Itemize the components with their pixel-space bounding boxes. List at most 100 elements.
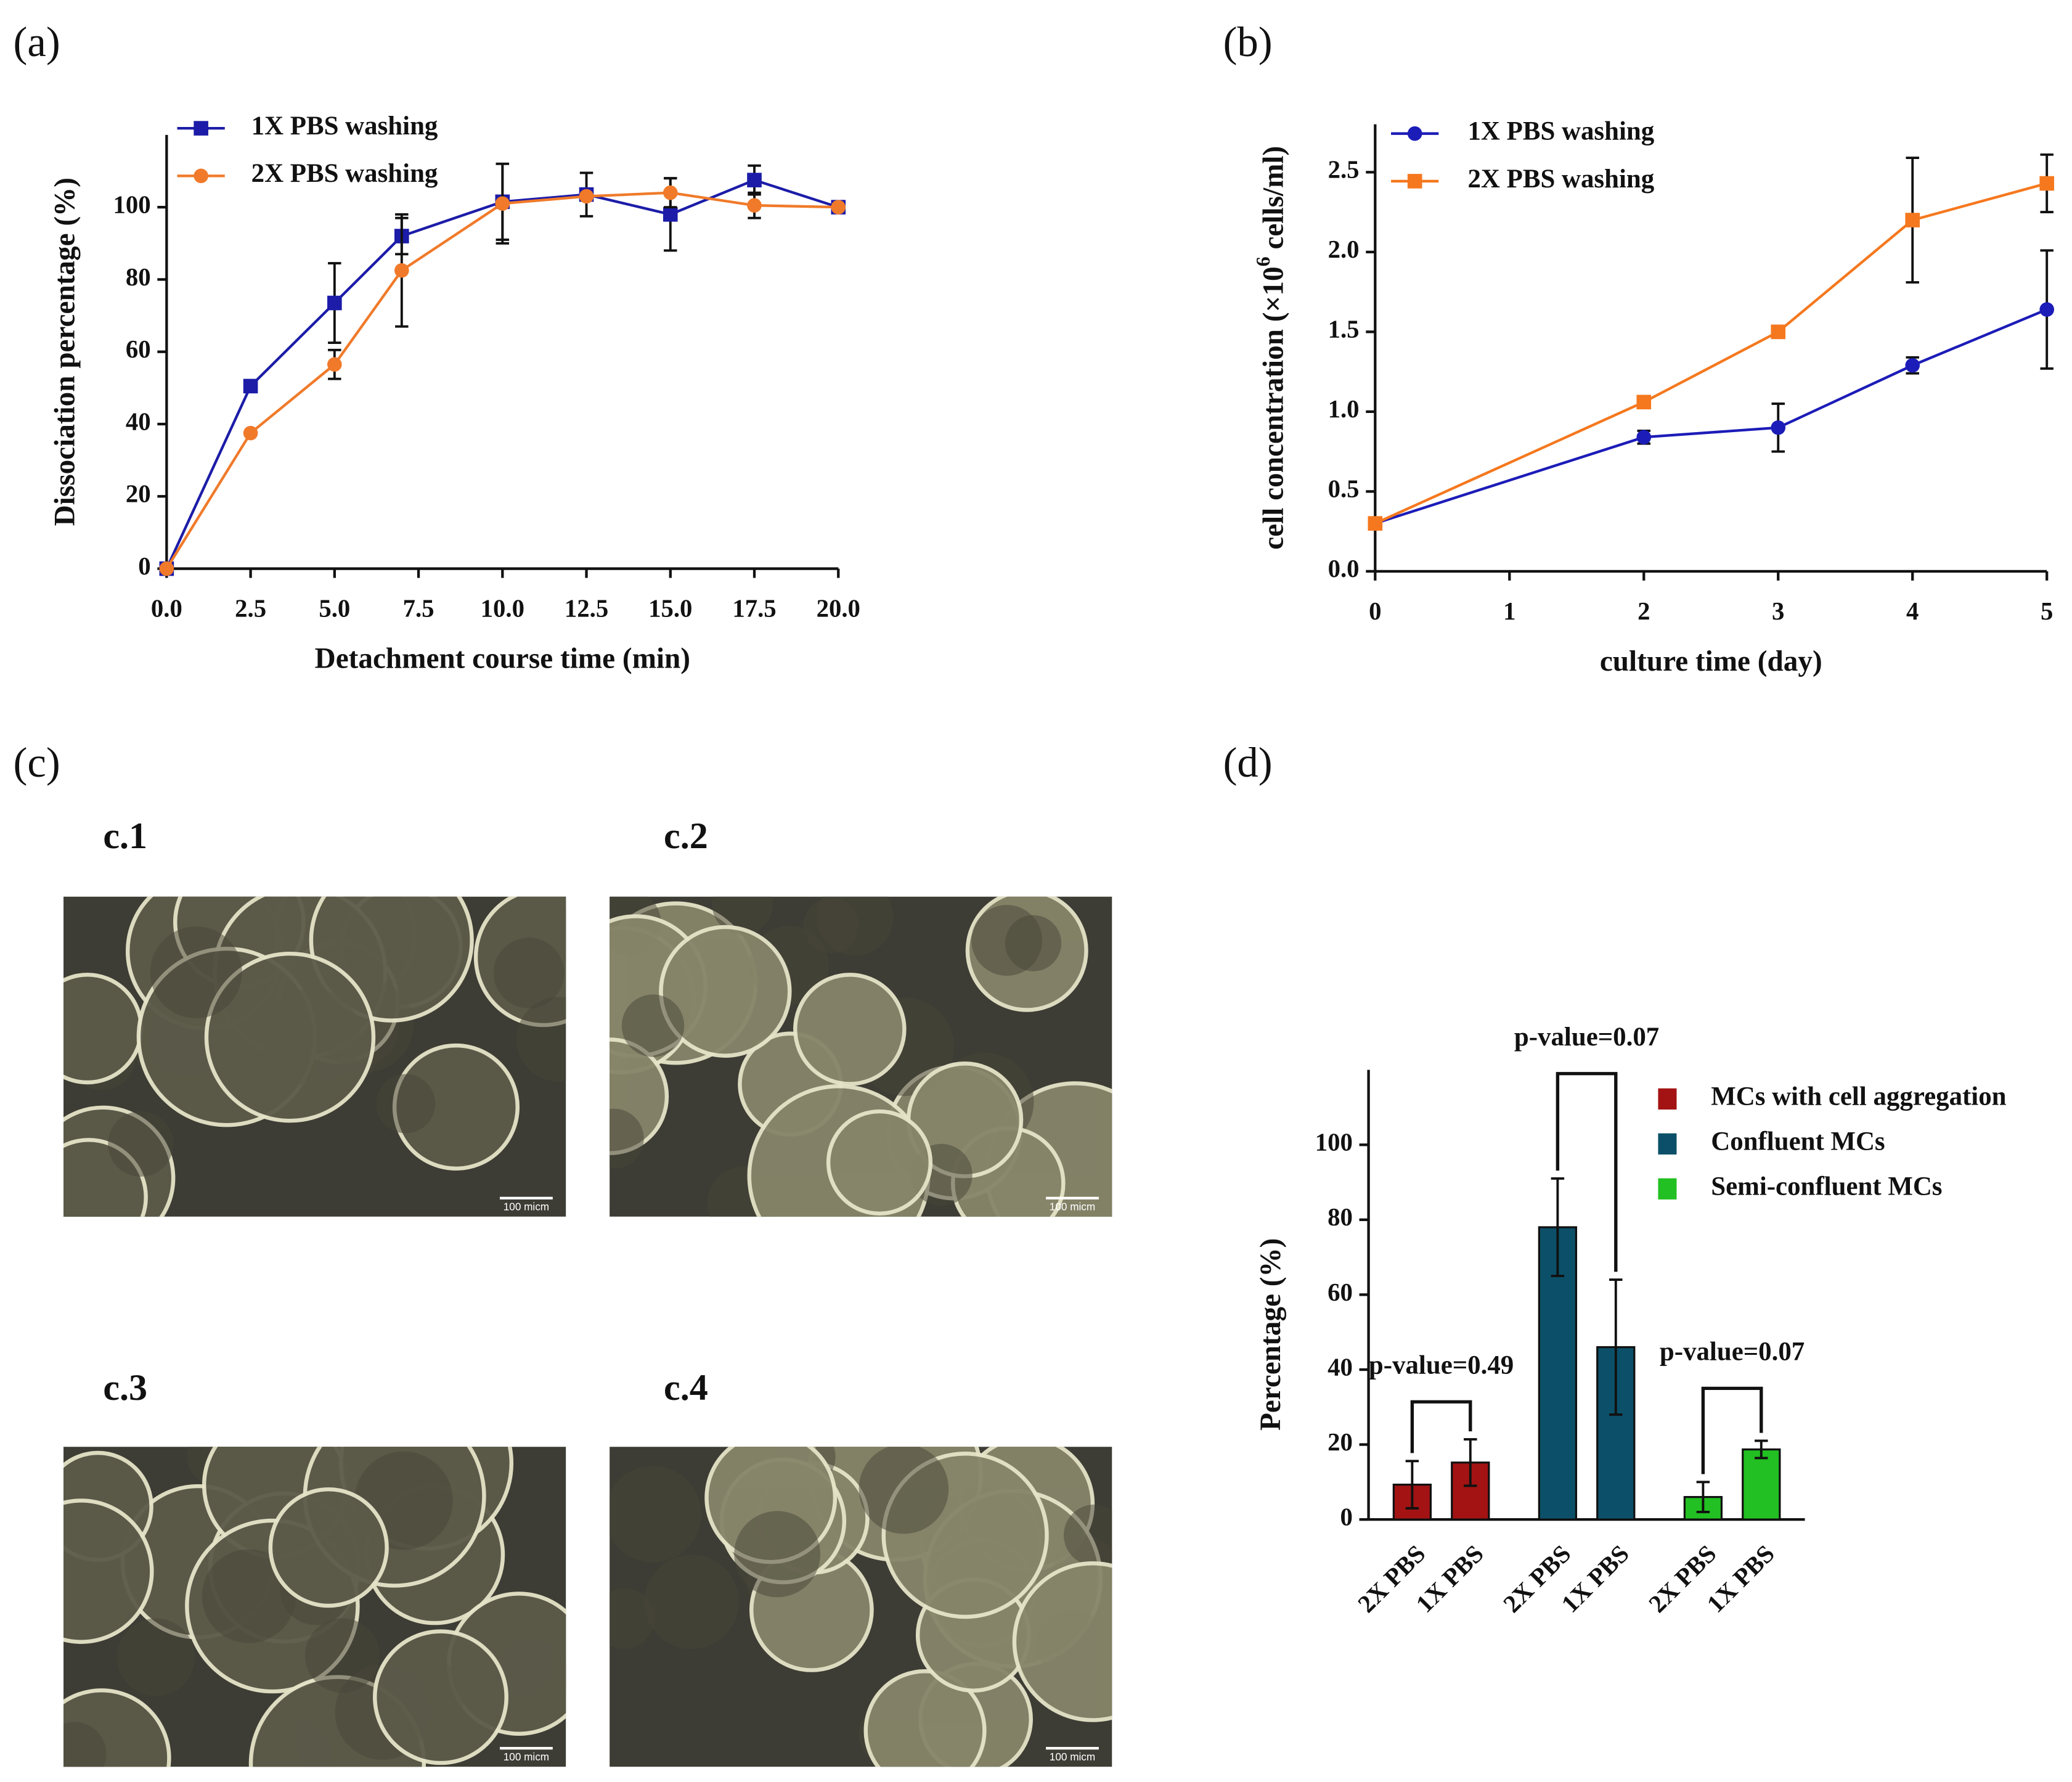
legend-marker: [194, 168, 208, 184]
marker: [159, 561, 174, 576]
y-axis-title-part: Dissociation percentage (%): [49, 178, 81, 526]
error-bar: [1696, 1481, 1710, 1513]
marker: [1636, 430, 1652, 445]
y-axis-title: Percentage (%): [1255, 1238, 1287, 1431]
x-tick-label: 5.0: [319, 595, 350, 623]
panel-label: (b): [1223, 18, 1273, 65]
x-tick-label: 17.5: [732, 595, 776, 623]
marker: [327, 357, 342, 372]
y-tick-label: 2.5: [1328, 156, 1360, 184]
error-bar: [1464, 1438, 1477, 1487]
micrograph: [63, 1447, 566, 1767]
marker: [243, 378, 258, 394]
y-tick-label: 40: [1328, 1353, 1353, 1381]
microcarrier-core: [734, 1511, 821, 1598]
y-axis-title-part: cells/ml): [1257, 146, 1289, 257]
microcarrier: [1012, 1561, 1112, 1722]
significance-bracket: [1701, 1386, 1763, 1474]
micrograph: [63, 896, 566, 1217]
marker: [1636, 394, 1652, 410]
marker: [2039, 302, 2054, 317]
legend-swatch: [1658, 1133, 1677, 1155]
microcarrier-core: [610, 1108, 644, 1169]
microcarrier: [826, 1109, 933, 1216]
y-tick-label: 20: [1328, 1428, 1353, 1456]
legend-marker: [1407, 126, 1422, 141]
legend-swatch: [1658, 1088, 1677, 1110]
legend-marker: [194, 121, 208, 136]
marker: [327, 295, 342, 311]
microcarrier: [659, 925, 792, 1058]
y-tick-label: 2.0: [1328, 235, 1360, 263]
y-tick-label: 80: [1328, 1203, 1353, 1231]
microcarrier: [63, 1498, 154, 1644]
image-label: c.3: [103, 1367, 147, 1408]
microcarrier-core: [376, 1074, 436, 1134]
microcarrier-core: [971, 905, 1043, 976]
microcarrier-core: [610, 1466, 701, 1563]
scale-bar-label: 100 micm: [504, 1751, 549, 1763]
y-tick-label: 80: [126, 263, 151, 291]
x-tick-label: 7.5: [403, 595, 434, 623]
y-axis-title-part: cell concentration (×10: [1257, 266, 1289, 549]
annotation: p-value=0.49: [1369, 1351, 1514, 1379]
microcarrier-core: [816, 896, 894, 956]
x-tick-label: 20.0: [817, 595, 860, 623]
bar: [1742, 1448, 1781, 1521]
panel-label: (c): [13, 739, 60, 786]
microcarrier-core: [108, 1111, 174, 1177]
x-tick-label: 0.0: [151, 595, 182, 623]
y-tick-label: 20: [126, 480, 151, 508]
error-bar: [1551, 1177, 1565, 1277]
y-tick-label: 0.5: [1328, 475, 1360, 503]
microcarrier: [373, 1629, 508, 1765]
marker: [1905, 213, 1920, 227]
microcarrier: [63, 973, 144, 1085]
annotation: p-value=0.07: [1514, 1023, 1659, 1052]
y-axis-title: cell concentration (×106 cells/ml): [1252, 146, 1290, 550]
x-tick-label: 1: [1503, 597, 1515, 625]
microcarrier-core: [150, 926, 242, 1019]
marker: [747, 198, 762, 213]
y-tick-label: 0.0: [1328, 555, 1360, 582]
legend-label: 1X PBS washing: [251, 112, 438, 141]
microcarrier: [204, 951, 376, 1123]
x-tick-label: 10.0: [481, 595, 524, 623]
marker: [495, 196, 510, 211]
legend-label: 2X PBS washing: [1467, 165, 1654, 194]
y-axis-title: Dissociation percentage (%): [49, 178, 81, 526]
microcarrier-core: [859, 1447, 949, 1534]
microcarrier-core: [116, 1618, 195, 1696]
y-tick-label: 40: [126, 407, 151, 435]
microcarrier-core: [493, 938, 565, 1008]
legend-label: 1X PBS washing: [1467, 117, 1654, 146]
series-line: [165, 191, 839, 570]
legend-label: Semi-confluent MCs: [1711, 1172, 1942, 1201]
significance-bracket: [1410, 1400, 1472, 1453]
marker: [1905, 358, 1920, 373]
microcarrier-core: [610, 1588, 655, 1649]
x-tick-label: 12.5: [565, 595, 608, 623]
marker: [1771, 324, 1786, 340]
marker: [663, 207, 678, 222]
x-tick-label: 3: [1772, 597, 1784, 625]
microcarrier-core: [644, 1555, 739, 1649]
marker: [831, 200, 846, 215]
y-tick-label: 60: [126, 335, 151, 363]
error-bar: [1755, 1439, 1768, 1460]
x-tick-label: 5: [2041, 597, 2053, 625]
y-tick-label: 0: [138, 552, 150, 580]
x-tick-label: 2: [1638, 597, 1650, 625]
legend-label: 2X PBS washing: [251, 159, 438, 188]
series-line: [1374, 182, 2047, 525]
y-tick-label: 1.5: [1328, 316, 1360, 343]
marker: [394, 263, 409, 278]
series-line: [1374, 308, 2048, 525]
microcarrier-core: [621, 994, 685, 1057]
microcarrier-core: [63, 1722, 107, 1767]
microcarrier: [793, 973, 907, 1086]
y-tick-label: 60: [1328, 1278, 1353, 1306]
marker: [663, 185, 678, 200]
